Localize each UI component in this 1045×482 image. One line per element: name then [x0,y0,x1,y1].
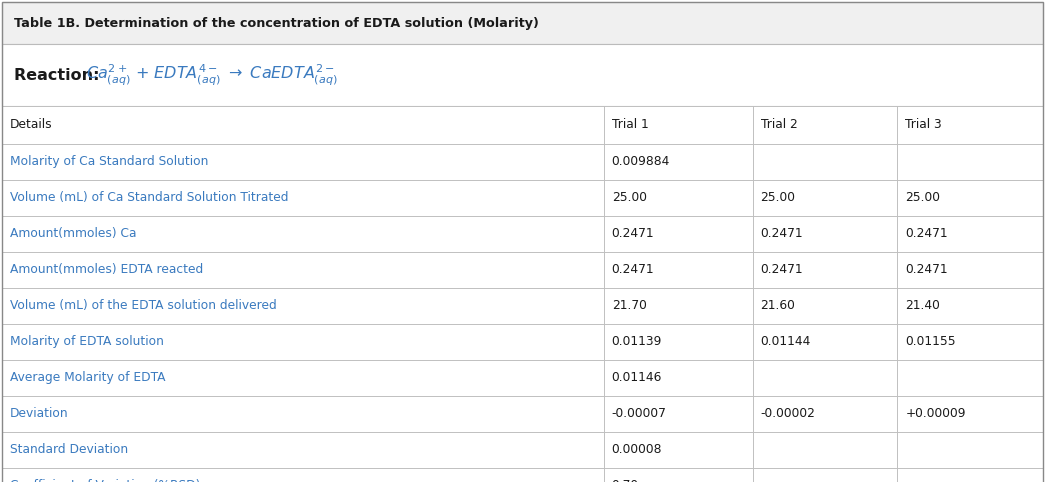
Bar [2,44,1043,106]
Bar [2,396,604,432]
Bar [2,288,604,324]
Text: Trial 2: Trial 2 [761,119,797,132]
Text: 0.2471: 0.2471 [761,264,804,277]
Bar [2,468,604,482]
Text: 0.2471: 0.2471 [611,264,654,277]
Text: Amount(mmoles) EDTA reacted: Amount(mmoles) EDTA reacted [10,264,203,277]
Bar [898,288,1043,324]
Text: 0.2471: 0.2471 [905,228,948,241]
Text: -0.00002: -0.00002 [761,407,815,420]
Bar [604,252,752,288]
Text: 0.2471: 0.2471 [761,228,804,241]
Text: 0.2471: 0.2471 [905,264,948,277]
Text: Reaction:: Reaction: [14,67,106,82]
Text: Table 1B. Determination of the concentration of EDTA solution (Molarity): Table 1B. Determination of the concentra… [14,16,539,29]
Bar [898,252,1043,288]
Bar [604,324,752,360]
Text: $\mathit{Ca}^{2+}_{(aq)}$ $+$ $\mathit{EDTA}^{4-}_{(aq)}$ $\rightarrow$ $\mathit: $\mathit{Ca}^{2+}_{(aq)}$ $+$ $\mathit{E… [86,63,338,88]
Bar [2,106,604,144]
Bar [898,360,1043,396]
Text: Volume (mL) of Ca Standard Solution Titrated: Volume (mL) of Ca Standard Solution Titr… [10,191,288,204]
Bar [898,432,1043,468]
Text: 21.70: 21.70 [611,299,647,312]
Text: Details: Details [10,119,52,132]
Text: 0.009884: 0.009884 [611,156,670,169]
Bar [752,396,898,432]
Bar [604,468,752,482]
Bar [2,324,604,360]
Text: 0.01155: 0.01155 [905,335,956,348]
Text: Coefficient of Variation (%RSD): Coefficient of Variation (%RSD) [10,480,201,482]
Bar [2,144,604,180]
Bar [2,360,604,396]
Bar [898,216,1043,252]
Text: 25.00: 25.00 [905,191,940,204]
Text: Trial 1: Trial 1 [611,119,649,132]
Text: Volume (mL) of the EDTA solution delivered: Volume (mL) of the EDTA solution deliver… [10,299,277,312]
Bar [898,106,1043,144]
Bar [604,106,752,144]
Bar [2,180,604,216]
Bar [604,180,752,216]
Bar [2,432,604,468]
Bar [752,432,898,468]
Bar [604,144,752,180]
Bar [752,144,898,180]
Text: 0.01146: 0.01146 [611,372,663,385]
Text: 25.00: 25.00 [761,191,795,204]
Bar [898,324,1043,360]
Text: Trial 3: Trial 3 [905,119,942,132]
Bar [604,288,752,324]
Bar [604,432,752,468]
Bar [752,216,898,252]
Bar [752,252,898,288]
Text: Molarity of Ca Standard Solution: Molarity of Ca Standard Solution [10,156,208,169]
Bar [752,468,898,482]
Bar [898,468,1043,482]
Text: 25.00: 25.00 [611,191,647,204]
Text: 0.01144: 0.01144 [761,335,811,348]
Bar [752,106,898,144]
Text: -0.00007: -0.00007 [611,407,667,420]
Bar [604,360,752,396]
Text: 21.40: 21.40 [905,299,940,312]
Bar [2,2,1043,44]
Bar [898,144,1043,180]
Text: Amount(mmoles) Ca: Amount(mmoles) Ca [10,228,137,241]
Text: Molarity of EDTA solution: Molarity of EDTA solution [10,335,164,348]
Bar [752,288,898,324]
Bar [752,180,898,216]
Bar [898,180,1043,216]
Text: Standard Deviation: Standard Deviation [10,443,129,456]
Text: 0.00008: 0.00008 [611,443,663,456]
Text: 0.01139: 0.01139 [611,335,663,348]
Text: 21.60: 21.60 [761,299,795,312]
Bar [752,324,898,360]
Text: 0.70: 0.70 [611,480,638,482]
Bar [2,216,604,252]
Text: Deviation: Deviation [10,407,69,420]
Text: +0.00009: +0.00009 [905,407,966,420]
Bar [604,396,752,432]
Bar [2,252,604,288]
Bar [898,396,1043,432]
Bar [604,216,752,252]
Text: Average Molarity of EDTA: Average Molarity of EDTA [10,372,165,385]
Text: 0.2471: 0.2471 [611,228,654,241]
Bar [752,360,898,396]
